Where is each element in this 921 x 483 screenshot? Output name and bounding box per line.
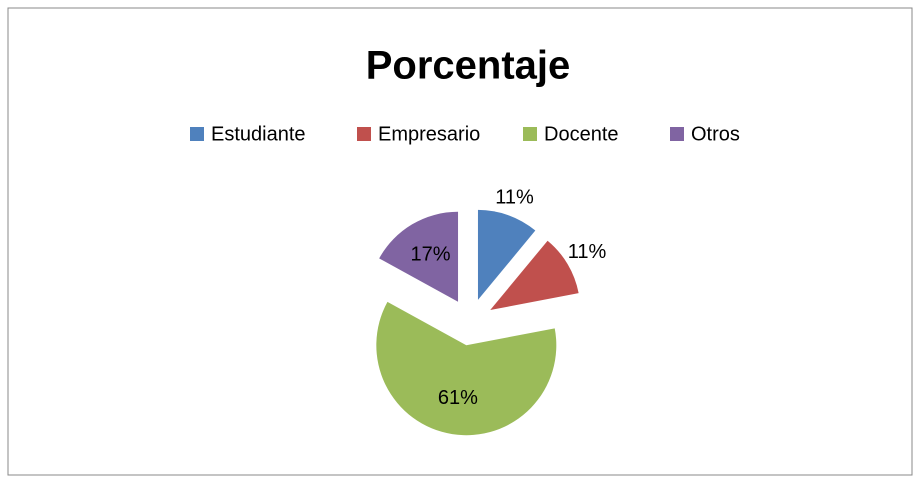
data-label: 11% [495, 187, 534, 209]
legend-label: Empresario [378, 123, 480, 145]
data-label: 11% [568, 241, 607, 263]
pie-slice [477, 209, 536, 300]
data-label: 61% [438, 387, 478, 409]
chart-title: Porcentaje [366, 44, 571, 88]
legend-swatch [523, 127, 537, 141]
legend-label: Docente [544, 123, 619, 145]
legend-swatch [357, 127, 371, 141]
pie-slice [376, 301, 557, 436]
legend-swatch [190, 127, 204, 141]
pie-slice [490, 240, 579, 311]
data-label: 17% [411, 244, 451, 266]
pie-slice [379, 211, 459, 302]
legend-label: Otros [691, 123, 740, 145]
legend-label: Estudiante [211, 123, 306, 145]
legend-swatch [670, 127, 684, 141]
